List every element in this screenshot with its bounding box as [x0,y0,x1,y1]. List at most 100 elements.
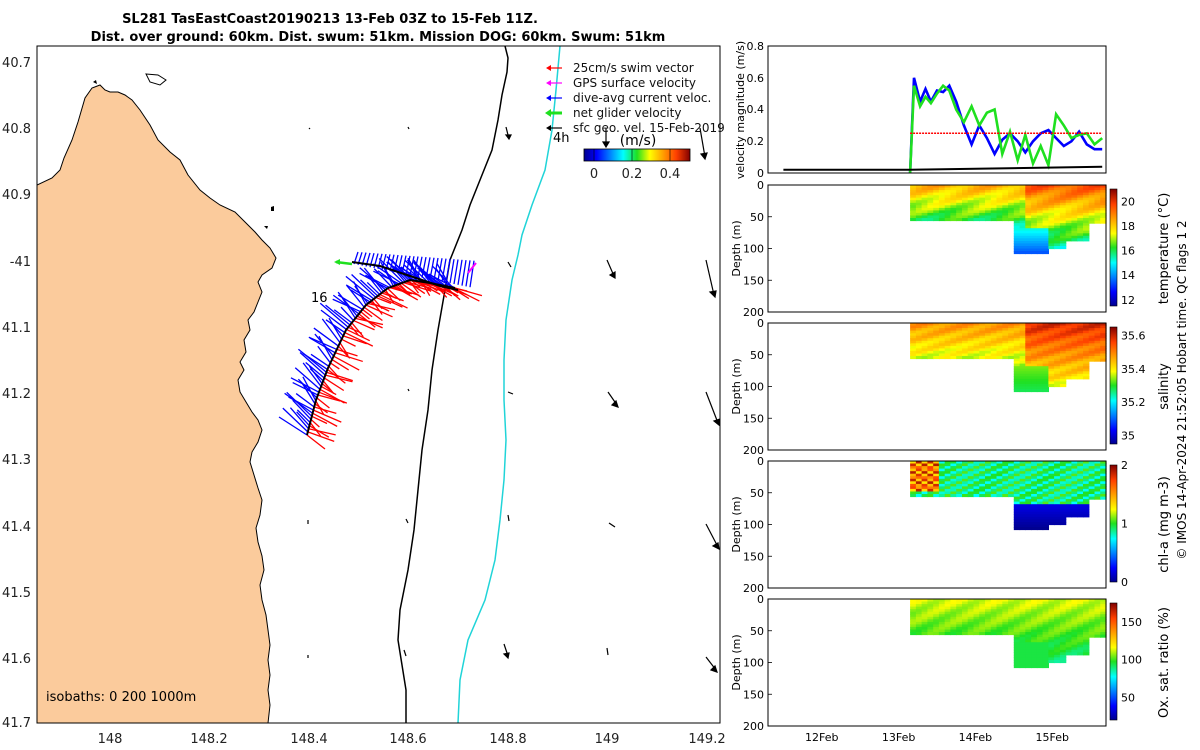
heatmap-cell [1059,637,1067,641]
heatmap-cell [1013,389,1021,393]
heatmap-cell [927,619,934,623]
heatmap-cell [1077,238,1084,242]
heatmap-cell [1031,611,1038,615]
heatmap-cell [1088,333,1096,337]
heatmap-cell [1071,200,1078,204]
heatmap-cell [1013,466,1021,470]
heatmap-cell [1094,353,1101,357]
heatmap-cell [1094,632,1101,636]
heatmap-cell [1071,197,1078,201]
heatmap-cell [979,621,986,625]
colorbar-tick-label: 50 [1121,691,1135,704]
heatmap-cell [1065,373,1073,377]
heatmap-cell [1054,611,1061,615]
heatmap-cell [996,468,1003,472]
heatmap-cell [979,207,986,211]
heatmap-cell [990,471,998,475]
heatmap-cell [1013,205,1021,209]
current-vector [453,259,459,285]
heatmap-cell [1054,340,1061,344]
heatmap-cell [1054,501,1061,505]
heatmap-cell [1065,358,1073,362]
current-vector [333,309,353,324]
current-vector [310,353,330,367]
heatmap-cell [1013,386,1021,390]
heatmap-cell [1031,647,1038,651]
swim-vector [337,345,351,359]
heatmap-cell [950,468,957,472]
heatmap-cell [1065,476,1073,480]
heatmap-cell [933,210,940,214]
heatmap-cell [1048,371,1055,375]
heatmap-cell [1031,376,1038,380]
heatmap-cell [1031,473,1038,477]
heatmap-cell [944,611,952,615]
heatmap-cell [1019,506,1026,510]
heatmap-cell [1019,599,1026,603]
isobath-1000 [457,46,561,723]
heatmap-cell [1002,190,1009,194]
heatmap-cell [1013,504,1021,508]
heatmap-cell [910,606,917,610]
heatmap-cell [1019,660,1026,664]
heatmap-cell [979,468,986,472]
heatmap-cell [1013,202,1021,206]
heatmap-cell [1031,378,1038,382]
swim-vector [322,380,335,394]
heatmap-cell [933,481,940,485]
heatmap-cell [973,202,980,206]
heatmap-cell [1025,647,1032,651]
heatmap-cell [950,611,957,615]
heatmap-cell [1019,511,1026,515]
heatmap-cell [973,323,980,327]
heatmap-cell [1083,356,1090,360]
heatmap-cell [1013,476,1021,480]
heatmap-cell [933,195,940,199]
heatmap-cell [962,187,969,191]
heatmap-cell [1019,632,1026,636]
heatmap-cell [927,335,934,339]
heatmap-cell [910,350,917,354]
heatmap-cell [1042,205,1049,209]
heatmap-cell [1083,228,1090,232]
heatmap-cell [938,626,946,630]
heatmap-cell [921,461,928,465]
current-vector [341,297,356,319]
heatmap-cell [1094,338,1101,342]
heatmap-cell [1025,340,1032,344]
heatmap-cell [1077,200,1084,204]
heatmap-cell [1088,624,1096,628]
heatmap-cell [1036,609,1044,613]
heatmap-cell [1059,483,1067,487]
heatmap-cell [1019,634,1026,638]
heatmap-cell [1036,619,1044,623]
heatmap-cell [962,202,969,206]
heatmap-cell [1059,606,1067,610]
heatmap-cell [950,629,957,633]
heatmap-cell [1071,230,1078,234]
heatmap-cell [967,328,975,332]
heatmap-cell [933,624,940,628]
heatmap-cell [1083,619,1090,623]
heatmap-cell [1094,215,1101,219]
heatmap-cell [1008,205,1015,209]
heatmap-cell [990,611,998,615]
heatmap-cell [1031,527,1038,531]
heatmap-cell [956,621,963,625]
heatmap-cell [1042,335,1049,339]
heatmap-cell [1094,190,1101,194]
heatmap-cell [944,476,952,480]
heatmap-cell [921,626,928,630]
heatmap-cell [927,185,934,189]
heatmap-cell [910,338,917,342]
heatmap-cell [1071,228,1078,232]
heatmap-cell [979,632,986,636]
heatmap-cell [1077,323,1084,327]
heatmap-cell [910,604,917,608]
heatmap-cell [938,473,946,477]
heatmap-cell [985,486,992,490]
heatmap-cell [1054,218,1061,222]
map-legend: 25cm/s swim vector GPS surface velocity … [545,61,725,135]
heatmap-cell [1071,205,1078,209]
heatmap-cell [1059,494,1067,498]
